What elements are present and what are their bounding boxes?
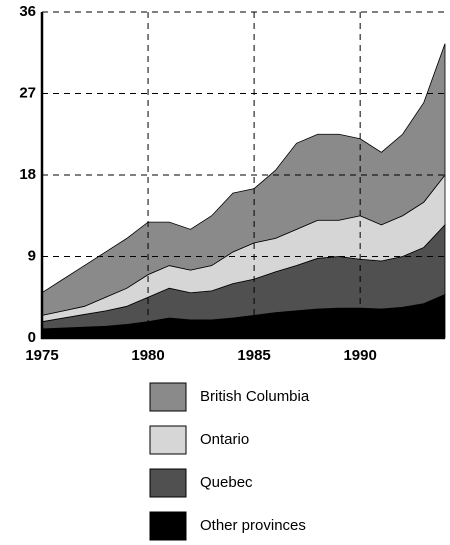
x-tick-label: 1980 [131, 347, 164, 364]
y-tick-label: 18 [19, 166, 36, 183]
legend-label: Quebec [200, 474, 253, 491]
x-tick-label: 1975 [25, 347, 58, 364]
legend-swatch [149, 468, 187, 498]
x-tick-label: 1985 [237, 347, 270, 364]
y-tick-label: 0 [28, 329, 36, 346]
legend-label: Ontario [200, 431, 249, 448]
y-tick-label: 36 [19, 3, 36, 20]
legend-swatch [149, 425, 187, 455]
x-tick-label: 1990 [343, 347, 376, 364]
legend-swatch [149, 382, 187, 412]
y-tick-label: 27 [19, 84, 36, 101]
legend-swatch [149, 511, 187, 541]
legend-label: Other provinces [200, 517, 306, 534]
area [41, 43, 446, 316]
y-tick-label: 9 [28, 247, 36, 264]
legend-label: British Columbia [200, 388, 310, 405]
